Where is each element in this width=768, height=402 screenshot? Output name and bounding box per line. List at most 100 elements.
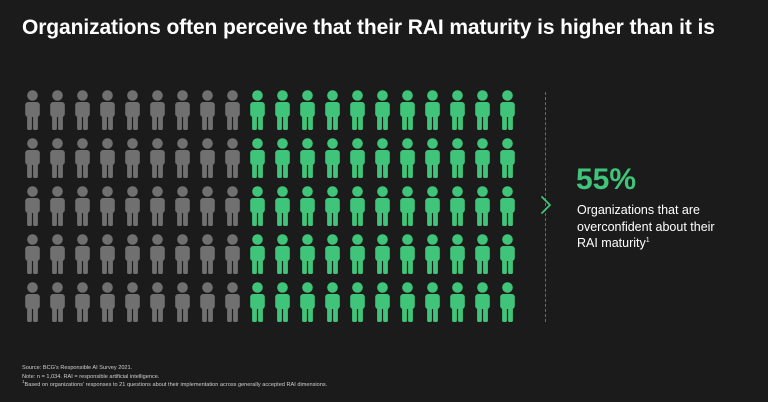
person-icon (100, 234, 115, 274)
person-icon-highlighted (500, 234, 515, 274)
person-icon-highlighted (475, 282, 490, 322)
sample-note: Note: n = 1,034. RAI = responsible artif… (22, 373, 160, 380)
person-icon (50, 186, 65, 226)
person-icon-highlighted (375, 282, 390, 322)
person-icon-highlighted (375, 90, 390, 130)
person-icon (75, 234, 90, 274)
person-icon-highlighted (250, 90, 265, 130)
person-icon-highlighted (375, 234, 390, 274)
person-icon-highlighted (250, 234, 265, 274)
person-icon-highlighted (275, 234, 290, 274)
person-icon (175, 90, 190, 130)
person-icon (175, 234, 190, 274)
person-icon (125, 138, 140, 178)
person-icon (225, 282, 240, 322)
person-icon-highlighted (350, 138, 365, 178)
person-icon-highlighted (325, 282, 340, 322)
person-icon (100, 186, 115, 226)
person-icon-highlighted (350, 186, 365, 226)
person-icon-highlighted (375, 186, 390, 226)
person-icon-highlighted (500, 282, 515, 322)
person-icon (100, 138, 115, 178)
person-icon-highlighted (450, 234, 465, 274)
stat-value: 55% (576, 163, 637, 196)
person-icon-highlighted (325, 90, 340, 130)
person-icon-highlighted (350, 90, 365, 130)
person-icon (25, 282, 40, 322)
person-icon-highlighted (450, 282, 465, 322)
person-icon (150, 186, 165, 226)
person-icon-highlighted (275, 138, 290, 178)
person-icon (225, 138, 240, 178)
detail-marker: 1 (22, 379, 25, 385)
person-icon (200, 282, 215, 322)
person-icon (150, 282, 165, 322)
person-icon (200, 186, 215, 226)
person-icon-highlighted (500, 90, 515, 130)
person-icon (200, 90, 215, 130)
pictogram-grid (20, 87, 520, 327)
person-icon-highlighted (250, 138, 265, 178)
source-note: Source: BCG's Responsible AI Survey 2021… (22, 365, 133, 371)
person-icon (100, 90, 115, 130)
person-icon (25, 90, 40, 130)
person-icon (50, 234, 65, 274)
person-icon-highlighted (400, 138, 415, 178)
person-icon-highlighted (300, 90, 315, 130)
person-icon (125, 234, 140, 274)
person-icon (150, 234, 165, 274)
person-icon (225, 186, 240, 226)
person-icon (200, 234, 215, 274)
person-icon-highlighted (425, 234, 440, 274)
person-icon-highlighted (400, 234, 415, 274)
person-icon (75, 138, 90, 178)
person-icon (150, 138, 165, 178)
person-icon (175, 138, 190, 178)
person-icon-highlighted (475, 138, 490, 178)
footnotes: Source: BCG's Responsible AI Survey 2021… (22, 364, 327, 390)
stat-label-text: Organizations that are overconfident abo… (577, 203, 715, 250)
person-icon-highlighted (275, 90, 290, 130)
person-icon-highlighted (500, 186, 515, 226)
chevron-right-icon (541, 196, 551, 214)
person-icon (125, 90, 140, 130)
person-icon-highlighted (300, 282, 315, 322)
person-icon-highlighted (250, 282, 265, 322)
person-icon (175, 282, 190, 322)
detail-text: Based on organizations' responses to 21 … (24, 382, 328, 388)
person-icon (125, 282, 140, 322)
person-icon (75, 90, 90, 130)
person-icon-highlighted (425, 282, 440, 322)
person-icon-highlighted (400, 282, 415, 322)
person-icon (50, 282, 65, 322)
person-icon (25, 234, 40, 274)
person-icon-highlighted (275, 186, 290, 226)
person-icon-highlighted (325, 234, 340, 274)
person-icon-highlighted (425, 186, 440, 226)
detail-note: 1Based on organizations' responses to 21… (22, 379, 328, 390)
person-icon-highlighted (325, 138, 340, 178)
person-icon-highlighted (300, 186, 315, 226)
person-icon (75, 282, 90, 322)
person-icon-highlighted (300, 234, 315, 274)
person-icon (175, 186, 190, 226)
person-icon (225, 234, 240, 274)
person-icon (75, 186, 90, 226)
person-icon-highlighted (375, 138, 390, 178)
person-icon (225, 90, 240, 130)
person-icon (150, 90, 165, 130)
person-icon-highlighted (475, 234, 490, 274)
person-icon (125, 186, 140, 226)
person-icon-highlighted (400, 90, 415, 130)
dashed-divider (545, 92, 546, 322)
page-title: Organizations often perceive that their … (22, 16, 715, 39)
person-icon-highlighted (425, 138, 440, 178)
person-icon (25, 138, 40, 178)
person-icon (100, 282, 115, 322)
person-icon-highlighted (400, 186, 415, 226)
person-icon-highlighted (475, 186, 490, 226)
person-icon-highlighted (350, 234, 365, 274)
person-icon (50, 90, 65, 130)
person-icon-highlighted (450, 90, 465, 130)
person-icon (200, 138, 215, 178)
